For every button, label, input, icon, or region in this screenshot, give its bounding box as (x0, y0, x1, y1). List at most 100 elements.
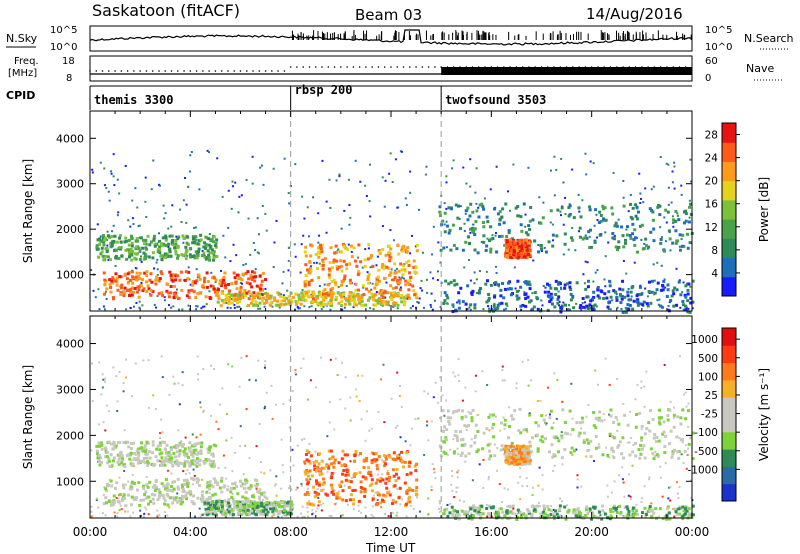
data-cell (509, 287, 513, 291)
data-cell (473, 441, 477, 445)
data-cell (487, 239, 491, 243)
scatter-cell (663, 278, 666, 281)
scatter-cell (487, 478, 490, 481)
data-cell (148, 243, 152, 247)
data-cell (514, 206, 518, 210)
scatter-cell (575, 448, 578, 451)
data-cell (376, 491, 380, 495)
scatter-cell (672, 406, 675, 409)
scatter-cell (477, 206, 480, 209)
data-cell (689, 301, 693, 305)
data-cell (152, 237, 156, 241)
data-cell (245, 291, 249, 295)
data-cell (330, 471, 334, 475)
scatter-cell (264, 287, 267, 290)
data-cell (107, 459, 111, 463)
scatter-cell (461, 399, 464, 402)
data-cell (383, 464, 387, 468)
data-cell (145, 270, 149, 274)
data-cell (614, 221, 618, 225)
scatter-cell (571, 417, 574, 420)
data-cell (684, 295, 688, 299)
data-cell (334, 283, 338, 287)
scatter-cell (116, 410, 119, 413)
data-cell (175, 446, 179, 450)
data-cell (235, 287, 239, 291)
scatter-cell (294, 163, 297, 166)
data-cell (503, 452, 507, 456)
data-cell (289, 512, 293, 516)
data-cell (135, 278, 139, 282)
scatter-cell (387, 515, 390, 518)
scatter-cell (155, 261, 158, 264)
data-cell (627, 298, 631, 302)
data-cell (161, 459, 165, 463)
data-cell (639, 443, 643, 447)
data-cell (249, 273, 253, 277)
scatter-cell (198, 507, 201, 510)
scatter-cell (229, 306, 232, 309)
data-cell (519, 223, 523, 227)
scatter-cell (321, 159, 324, 162)
scatter-cell (667, 186, 670, 189)
data-cell (628, 233, 632, 237)
scatter-cell (283, 157, 286, 160)
data-cell (170, 275, 174, 279)
data-cell (122, 486, 126, 490)
data-cell (482, 225, 486, 229)
data-cell (251, 506, 255, 510)
scatter-cell (118, 192, 121, 195)
scatter-cell (164, 212, 167, 215)
scatter-cell (524, 213, 527, 216)
scatter-cell (594, 369, 597, 372)
data-cell (107, 440, 111, 444)
data-cell (204, 244, 208, 248)
data-cell (671, 452, 675, 456)
data-cell (251, 504, 255, 508)
data-cell (210, 238, 214, 242)
data-cell (520, 244, 524, 248)
scatter-cell (159, 432, 162, 435)
data-cell (306, 294, 310, 298)
nsky-tick-top: 10^5 (50, 25, 77, 36)
data-cell (656, 281, 660, 285)
scatter-cell (203, 305, 206, 308)
data-cell (451, 223, 455, 227)
data-cell (629, 202, 633, 206)
data-cell (120, 461, 124, 465)
scatter-cell (303, 217, 306, 220)
data-cell (578, 431, 582, 435)
cpid-segment-label: twofsound 3503 (445, 93, 546, 107)
scatter-cell (508, 406, 511, 409)
data-cell (196, 292, 200, 296)
scatter-cell (118, 502, 121, 505)
scatter-cell (670, 201, 673, 204)
scatter-cell (478, 463, 481, 466)
data-cell (658, 408, 662, 412)
data-cell (261, 288, 265, 292)
data-cell (443, 299, 447, 303)
scatter-cell (449, 502, 452, 505)
data-cell (161, 493, 165, 497)
scatter-cell (622, 481, 625, 484)
data-cell (137, 459, 141, 463)
scatter-cell (455, 486, 458, 489)
scatter-cell (263, 405, 266, 408)
scatter-cell (455, 491, 458, 494)
data-cell (147, 287, 151, 291)
data-cell (457, 306, 461, 310)
data-cell (503, 287, 507, 291)
data-cell (220, 291, 224, 295)
data-cell (344, 473, 348, 477)
data-cell (663, 444, 667, 448)
scatter-cell (103, 308, 106, 311)
scatter-cell (686, 453, 689, 456)
data-cell (634, 425, 638, 429)
scatter-cell (656, 299, 659, 302)
scatter-cell (343, 295, 346, 298)
data-cell (246, 497, 250, 501)
data-cell (594, 446, 598, 450)
scatter-cell (145, 508, 148, 511)
data-cell (137, 285, 141, 289)
data-cell (476, 251, 480, 255)
